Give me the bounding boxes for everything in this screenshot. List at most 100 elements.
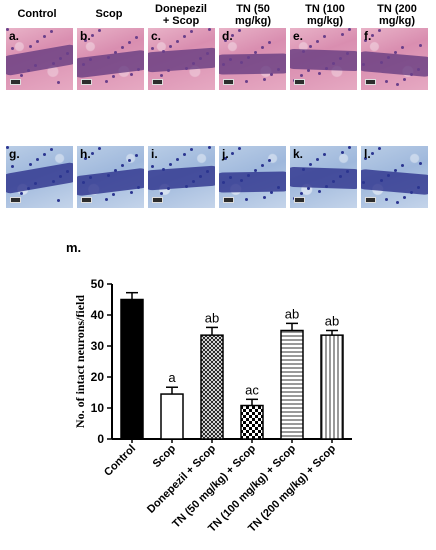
neuron-cell [27, 187, 30, 190]
pyramidal-layer-band [219, 53, 286, 75]
neuron-cell [208, 146, 211, 149]
neuron-cell [396, 201, 399, 204]
neuron-cell [6, 28, 9, 31]
pyramidal-layer-band [148, 165, 215, 191]
y-tick-label: 10 [91, 401, 105, 415]
neuron-cell [401, 164, 404, 167]
neuron-cell [403, 196, 406, 199]
neuron-cell [325, 67, 328, 70]
neuron-cell [91, 34, 94, 37]
neuron-cell [396, 83, 399, 86]
neuron-cell [348, 146, 351, 149]
neuron-cell [245, 80, 248, 83]
neuron-cell [34, 64, 37, 67]
column-header-main: TN (200 mg/kg) [377, 3, 417, 27]
neuron-cell [229, 58, 232, 61]
x-tick-label: Donepezil + Scop [145, 442, 218, 515]
neuron-cell [247, 174, 250, 177]
neuron-cell [277, 186, 280, 189]
neuron-cell [82, 63, 85, 66]
neuron-cell [277, 68, 280, 71]
x-tick-label: Scop [151, 442, 179, 470]
neuron-cell [261, 46, 264, 49]
scale-bar [152, 197, 163, 203]
bar-5 [320, 334, 344, 440]
bar-4 [280, 329, 304, 440]
panel-label: h. [80, 147, 91, 161]
neuron-cell [371, 152, 374, 155]
neuron-cell [268, 41, 271, 44]
neuron-cell [160, 74, 163, 77]
panel-label: b. [80, 29, 91, 43]
micrograph-a: a. [6, 28, 73, 90]
neuron-cell [270, 191, 273, 194]
neuron-cell [346, 52, 349, 55]
neuron-cell [387, 56, 390, 59]
neuron-cell [307, 69, 310, 72]
neuron-cell [52, 62, 55, 65]
neuron-count-bar-chart: 0 10 20 30 40 50 No. of intact neurons/field Co… [73, 277, 352, 535]
panel-label: c. [151, 29, 162, 43]
column-header-2: Donepezil + Scop [146, 3, 216, 27]
pyramidal-layer-band [6, 161, 73, 195]
neuron-cell [346, 170, 349, 173]
neuron-cell [112, 75, 115, 78]
neuron-cell [332, 62, 335, 65]
neuron-cell [84, 39, 87, 42]
neuron-cell [419, 44, 422, 47]
neuron-cell [160, 192, 163, 195]
neuron-cell [339, 57, 342, 60]
neuron-cell [245, 198, 248, 201]
neuron-cell [183, 35, 186, 38]
neuron-cell [240, 61, 243, 64]
neuron-cell [11, 47, 14, 50]
neuron-cell [378, 147, 381, 150]
panel-label: d. [222, 29, 233, 43]
neuron-cell [378, 29, 381, 32]
neuron-cell [82, 181, 85, 184]
neuron-cell [130, 191, 133, 194]
neuron-cell [224, 157, 227, 160]
neuron-cell [410, 191, 413, 194]
neuron-cell [348, 28, 351, 31]
neuron-cell [222, 63, 225, 66]
column-header-main: Control [17, 8, 57, 20]
panel-label: f. [364, 29, 372, 43]
neuron-cell [183, 153, 186, 156]
neuron-cell [135, 154, 138, 157]
micrograph-h: h. [77, 146, 144, 208]
neuron-cell [169, 163, 172, 166]
micrograph-i: i. [148, 146, 215, 208]
neuron-cell [231, 152, 234, 155]
column-header-main: TN (50 mg/kg) [234, 3, 272, 27]
neuron-cell [394, 51, 397, 54]
neuron-cell [263, 196, 266, 199]
neuron-cell [151, 47, 154, 50]
neuron-cell [91, 152, 94, 155]
neuron-cell [112, 193, 115, 196]
bar-1 [160, 393, 184, 440]
neuron-cell [309, 163, 312, 166]
neuron-cell [206, 170, 209, 173]
neuron-cell [34, 182, 37, 185]
significance-label: a [168, 370, 176, 385]
micrograph-j: j. [219, 146, 286, 208]
y-tick-label: 30 [91, 339, 105, 353]
column-header-main: TN (100 mg/kg) [305, 3, 345, 27]
bar-2 [200, 334, 224, 440]
neuron-cell [128, 41, 131, 44]
neuron-cell [50, 30, 53, 33]
neuron-cell [121, 46, 124, 49]
micrograph-c: c. [148, 28, 215, 90]
scale-bar [10, 79, 21, 85]
micrograph-k: k. [290, 146, 357, 208]
neuron-cell [224, 39, 227, 42]
neuron-cell [105, 198, 108, 201]
neuron-cell [11, 165, 14, 168]
column-header-0: Control [4, 8, 70, 20]
significance-label: ac [245, 382, 259, 397]
neuron-cell [387, 174, 390, 177]
bar-3 [240, 404, 264, 440]
neuron-cell [199, 57, 202, 60]
neuron-cell [302, 168, 305, 171]
